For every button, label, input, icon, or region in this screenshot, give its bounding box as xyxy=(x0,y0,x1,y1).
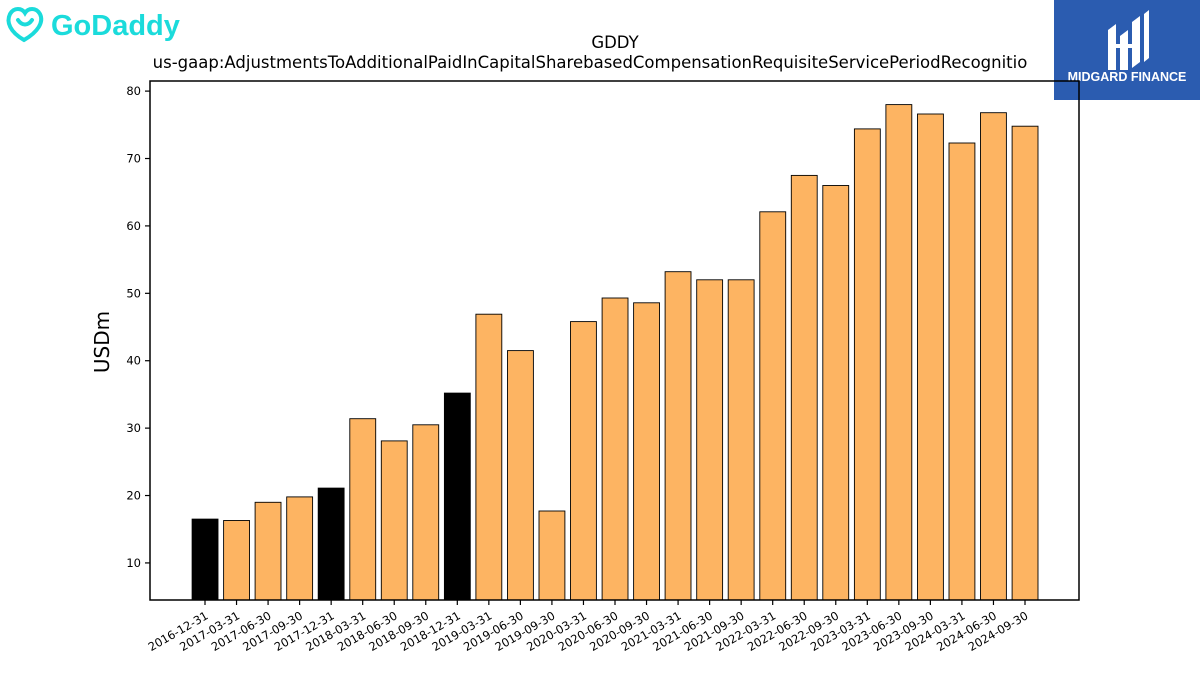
y-tick-label: 80 xyxy=(126,84,141,98)
bar-2019-06-30 xyxy=(507,350,534,601)
bar-2018-12-31 xyxy=(443,392,471,601)
y-tick-label: 30 xyxy=(126,421,141,435)
chart-title: GDDY xyxy=(591,33,639,52)
bar-2016-12-31 xyxy=(191,518,219,601)
godaddy-heart-icon xyxy=(6,7,44,43)
bar-2017-09-30 xyxy=(286,496,314,601)
godaddy-logo-text: GoDaddy xyxy=(51,10,180,42)
bar-2022-06-30 xyxy=(790,174,818,601)
y-axis-label: USDm xyxy=(90,311,114,373)
bars-group xyxy=(191,104,1039,601)
bar-2020-03-31 xyxy=(570,321,597,601)
bar-2022-03-31 xyxy=(759,211,787,601)
bar-2019-03-31 xyxy=(475,313,503,601)
bar-2022-09-30 xyxy=(822,185,850,601)
y-ticks-group: 10 20 30 40 50 60 70 80 xyxy=(126,84,150,570)
bar-2021-09-30 xyxy=(727,279,755,601)
bar-2020-09-30 xyxy=(633,302,660,601)
bar-2023-09-30 xyxy=(917,113,944,601)
bar-2017-03-31 xyxy=(223,520,250,601)
y-tick-label: 10 xyxy=(126,556,141,570)
y-tick-label: 40 xyxy=(126,354,141,368)
bar-2017-06-30 xyxy=(254,501,282,601)
plot-frame xyxy=(149,80,1080,601)
bar-2017-12-31 xyxy=(317,487,345,601)
bar-2023-03-31 xyxy=(853,128,881,601)
midgard-mark-icon xyxy=(1108,10,1149,70)
godaddy-logo: GoDaddy xyxy=(6,7,180,43)
bar-2024-03-31 xyxy=(948,142,976,601)
y-tick-label: 60 xyxy=(126,219,141,233)
bar-2021-03-31 xyxy=(664,271,692,601)
bar-2018-03-31 xyxy=(349,418,377,601)
chart-subtitle: us-gaap:AdjustmentsToAdditionalPaidInCap… xyxy=(153,53,1028,72)
bar-2024-06-30 xyxy=(980,112,1007,601)
y-tick-label: 70 xyxy=(126,152,141,166)
x-ticks-group: 2016-12-312017-03-312017-06-302017-09-30… xyxy=(146,600,1031,654)
bar-2018-06-30 xyxy=(380,440,408,601)
bar-2020-06-30 xyxy=(601,297,629,601)
y-tick-label: 20 xyxy=(126,489,141,503)
bar-2024-09-30 xyxy=(1011,125,1039,601)
partner-logo-text: MIDGARD FINANCE xyxy=(1068,70,1187,84)
bar-2018-09-30 xyxy=(412,424,440,601)
bar-2021-06-30 xyxy=(696,279,724,601)
y-tick-label: 50 xyxy=(126,286,141,300)
bar-2019-09-30 xyxy=(538,510,566,601)
bar-2023-06-30 xyxy=(885,104,913,601)
